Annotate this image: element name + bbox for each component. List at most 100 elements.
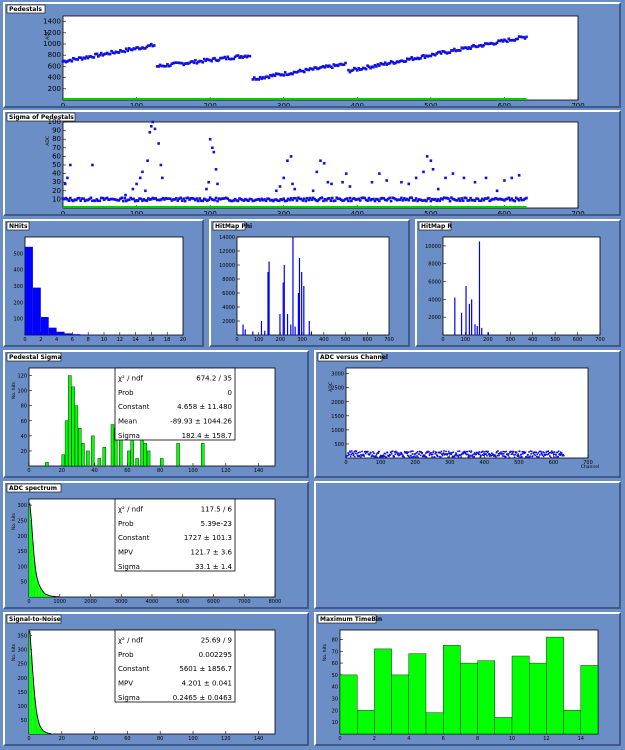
x-tick-label: 8: [87, 337, 90, 343]
data-point: [366, 199, 369, 202]
y-tick-label: 200: [13, 300, 23, 306]
data-point: [117, 51, 121, 54]
data-point: [452, 451, 455, 453]
data-point: [167, 64, 171, 68]
data-point: [514, 37, 518, 41]
data-point: [192, 197, 196, 201]
pad-maximum-timebin: Maximum TimeBin No. hits 0 2 4 6 8 10 12 14 10 20 30…: [314, 612, 621, 746]
x-tick-label: 5000: [176, 599, 189, 605]
data-point: [470, 451, 472, 454]
x-tick-label: 40: [91, 736, 97, 742]
y-tick-label: 4000: [428, 297, 441, 303]
data-point: [385, 199, 389, 202]
data-point: [478, 199, 481, 202]
bars: [29, 505, 60, 597]
data-point: [139, 197, 143, 201]
data-point: [403, 456, 405, 459]
data-point: [69, 58, 72, 62]
data-point: [454, 453, 457, 456]
data-point: [473, 199, 477, 202]
data-point: [130, 197, 134, 201]
data-point: [537, 452, 540, 454]
title-box: [6, 221, 30, 231]
data-point: [382, 456, 384, 458]
data-point: [358, 199, 362, 202]
data-point: [142, 47, 146, 50]
x-tick-label: 300: [445, 460, 455, 466]
x-tick-label: 16: [148, 337, 154, 343]
x-tick-label: 140: [254, 736, 264, 742]
data-point: [454, 198, 458, 202]
data-point: [361, 66, 365, 70]
data-point: [151, 196, 155, 200]
data-point: [313, 197, 316, 201]
data-point: [350, 450, 353, 452]
data-point: [371, 455, 373, 457]
pad-adc-vs-channel: ADC versus Channel ADC Channel 0 100 200 300 40…: [314, 350, 621, 478]
data-point: [495, 189, 499, 193]
data-point: [211, 198, 215, 202]
data-point: [317, 198, 321, 201]
data-point: [164, 64, 168, 68]
data-point: [538, 456, 540, 458]
data-point: [513, 456, 516, 459]
plot-frame: [236, 236, 390, 336]
data-point: [479, 43, 483, 47]
bar: [44, 593, 46, 597]
data-point: [219, 56, 222, 60]
data-point: [546, 450, 549, 453]
data-point: [163, 65, 166, 68]
data-point: [326, 180, 330, 184]
x-tick-label: 300: [277, 210, 290, 214]
data-point: [300, 69, 303, 73]
data-point: [389, 199, 393, 203]
data-point: [382, 197, 386, 200]
data-point: [188, 61, 191, 65]
data-point: [322, 65, 325, 68]
chart-sigma-pedestals: Sigma of PedestalsADCChannel010020030040…: [6, 112, 585, 214]
data-point: [461, 47, 465, 50]
data-point: [393, 451, 396, 453]
bar: [580, 665, 599, 735]
data-point: [416, 455, 418, 457]
data-point: [352, 454, 355, 457]
data-point: [278, 185, 282, 188]
chart-signal-to-noise: Signal-to-Noise No. hits 0 20 40 60 80 100 120 14…: [6, 614, 276, 742]
x-tick-label: 200: [276, 337, 286, 343]
data-point: [503, 179, 506, 182]
data-point: [557, 450, 560, 453]
data-point: [500, 38, 503, 42]
y-tick-label: 800: [48, 51, 61, 59]
data-point: [220, 197, 224, 200]
data-point: [460, 453, 463, 456]
data-point: [475, 197, 478, 200]
data-point: [119, 49, 122, 52]
data-point: [135, 46, 138, 49]
bar: [357, 710, 375, 735]
data-point: [139, 47, 143, 50]
x-tick-label: 20: [59, 736, 65, 742]
data-point: [357, 67, 361, 70]
data-point: [442, 452, 445, 455]
data-point: [208, 196, 212, 200]
data-point: [362, 453, 365, 456]
data-point: [133, 47, 137, 51]
x-tick-label: 1000: [53, 599, 66, 605]
data-point: [102, 53, 106, 56]
data-point: [212, 150, 216, 154]
y-tick-label: 20: [52, 187, 61, 195]
data-point: [260, 77, 263, 81]
data-point: [450, 452, 453, 454]
data-point: [441, 50, 444, 53]
data-point: [355, 69, 359, 72]
data-point: [408, 196, 412, 200]
data-point: [200, 199, 203, 202]
data-point: [342, 199, 346, 202]
data-point: [424, 454, 426, 456]
data-point: [201, 61, 205, 64]
data-point: [442, 196, 446, 199]
data-point: [355, 452, 357, 455]
x-tick-label: 400: [528, 337, 538, 343]
bar: [38, 584, 40, 597]
data-point: [266, 75, 269, 79]
